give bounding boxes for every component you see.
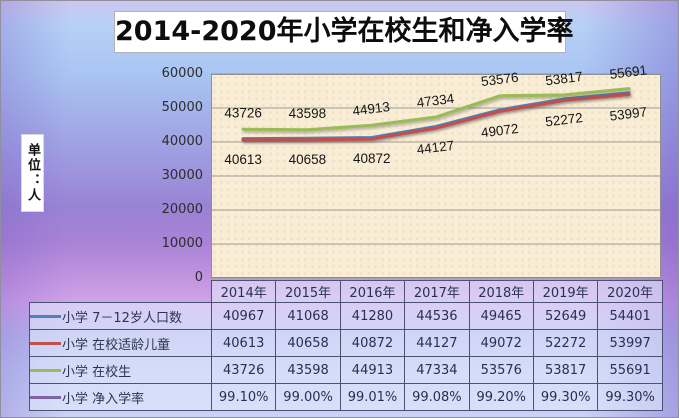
legend-marker-line bbox=[30, 368, 61, 372]
table-corner-blank bbox=[30, 281, 212, 303]
table-cell-value: 52272 bbox=[532, 329, 599, 357]
table-cell-value: 99.20% bbox=[468, 383, 534, 411]
chart-data-label: 43726 bbox=[224, 105, 262, 120]
table-cell-value: 49072 bbox=[468, 329, 534, 357]
chart-data-label: 53817 bbox=[544, 69, 583, 88]
series-line-2 bbox=[241, 87, 631, 132]
legend-item: 小学 净入学率 bbox=[29, 383, 212, 411]
table-cell-value: 44536 bbox=[404, 302, 470, 330]
table-cell-value: 99.08% bbox=[404, 383, 470, 411]
table-cell-value: 99.01% bbox=[339, 383, 406, 411]
y-axis-tick-label: 0 bbox=[194, 270, 203, 285]
table-cell-value: 40658 bbox=[275, 329, 341, 357]
table-cell-value: 53817 bbox=[532, 356, 599, 384]
chart-data-label: 44913 bbox=[352, 99, 391, 118]
table-cell-value: 41068 bbox=[275, 302, 341, 330]
table-row: 小学 净入学率 99.10% 99.00% 99.01% 99.08% 99.20% 99.… bbox=[29, 383, 663, 411]
data-table-with-legend: 2014年 2015年 2016年 2017年 2018年 2019年 2020年 小学 7－… bbox=[29, 280, 663, 411]
chart-data-label: 43598 bbox=[289, 106, 327, 121]
table-cell-value: 40613 bbox=[210, 329, 277, 357]
table-cell-value: 40967 bbox=[210, 302, 277, 330]
plot-area: 40613 40658 40872 44127 49072 52272 53997 43726… bbox=[211, 62, 661, 279]
legend-marker-line bbox=[30, 395, 61, 399]
legend-series-name: 小学 7－12岁人口数 bbox=[62, 310, 182, 326]
legend-series-name: 小学 在校生 bbox=[62, 364, 132, 380]
table-cell-value: 47334 bbox=[404, 356, 470, 384]
table-cell-value: 53997 bbox=[597, 329, 663, 357]
table-header-year: 2014年 bbox=[210, 280, 277, 303]
chart-data-label: 53576 bbox=[480, 70, 519, 89]
chart-data-label: 40658 bbox=[289, 152, 327, 167]
legend-item: 小学 在校适龄儿童 bbox=[29, 329, 212, 357]
table-row: 小学 7－12岁人口数 40967 41068 41280 44536 49465 5264… bbox=[29, 302, 663, 330]
table-cell-value: 99.00% bbox=[275, 383, 341, 411]
series-line-1 bbox=[241, 92, 631, 142]
chart-data-label: 47334 bbox=[416, 91, 456, 111]
table-cell-value: 99.30% bbox=[597, 383, 663, 411]
y-axis-tick-label: 20000 bbox=[161, 202, 203, 217]
table-cell-value: 54401 bbox=[597, 302, 663, 330]
table-cell-value: 40872 bbox=[339, 329, 406, 357]
table-cell-value: 41280 bbox=[339, 302, 406, 330]
legend-series-name: 小学 在校适龄儿童 bbox=[62, 337, 171, 353]
table-cell-value: 43726 bbox=[210, 356, 277, 384]
chart-data-label: 49072 bbox=[480, 121, 519, 140]
table-header-year: 2015年 bbox=[275, 280, 341, 303]
y-axis-unit-label: 单位：人 bbox=[21, 134, 44, 212]
y-axis-tick-label: 60000 bbox=[161, 66, 203, 81]
chart-title: 2014-2020年小学在校生和净入学率 bbox=[114, 11, 574, 53]
chart-data-label: 53997 bbox=[609, 104, 648, 123]
table-cell-value: 52649 bbox=[532, 302, 599, 330]
table-cell-value: 99.30% bbox=[532, 383, 599, 411]
table-cell-value: 44913 bbox=[339, 356, 406, 384]
chart-data-label: 40872 bbox=[353, 151, 391, 166]
legend-marker-line bbox=[30, 314, 61, 318]
table-cell-value: 43598 bbox=[275, 356, 341, 384]
table-cell-value: 99.10% bbox=[210, 383, 277, 411]
y-axis-tick-label: 40000 bbox=[161, 134, 203, 149]
table-row: 小学 在校生 43726 43598 44913 47334 53576 53817 5569… bbox=[29, 356, 663, 384]
table-cell-value: 55691 bbox=[597, 356, 663, 384]
legend-item: 小学 7－12岁人口数 bbox=[29, 302, 212, 330]
chart-data-label: 40613 bbox=[224, 152, 262, 167]
table-cell-value: 49465 bbox=[468, 302, 534, 330]
table-header-year: 2018年 bbox=[468, 280, 534, 303]
chart-data-label: 44127 bbox=[416, 138, 455, 157]
plot-border bbox=[211, 74, 661, 278]
chart-data-label: 55691 bbox=[609, 62, 648, 81]
table-header-year: 2017年 bbox=[404, 280, 470, 303]
legend-marker-line bbox=[30, 341, 61, 345]
chart-data-label: 52272 bbox=[544, 110, 583, 129]
y-axis-tick-label: 10000 bbox=[161, 236, 203, 251]
y-axis-tick-label: 50000 bbox=[161, 100, 203, 115]
y-axis-tick-label: 30000 bbox=[161, 168, 203, 183]
line-chart: 40613 40658 40872 44127 49072 52272 53997 43726… bbox=[211, 62, 661, 279]
legend-item: 小学 在校生 bbox=[29, 356, 212, 384]
table-cell-value: 44127 bbox=[404, 329, 470, 357]
table-row: 小学 在校适龄儿童 40613 40658 40872 44127 49072 52272 5… bbox=[29, 329, 663, 357]
table-header-year: 2020年 bbox=[597, 280, 663, 303]
table-cell-value: 53576 bbox=[468, 356, 534, 384]
table-header-year: 2016年 bbox=[339, 280, 406, 303]
table-header-year: 2019年 bbox=[532, 280, 599, 303]
legend-series-name: 小学 净入学率 bbox=[62, 391, 145, 407]
